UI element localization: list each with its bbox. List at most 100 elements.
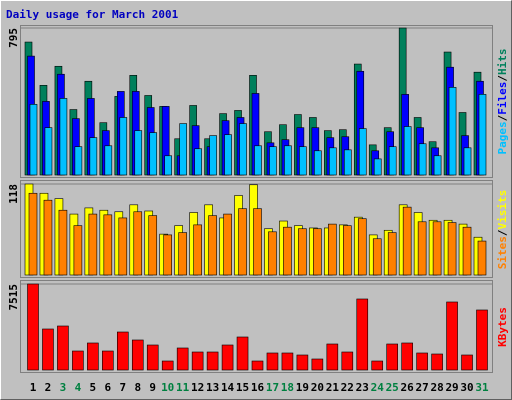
x-tick-label: 12 — [191, 381, 204, 394]
x-tick-label: 9 — [149, 381, 156, 394]
bar — [27, 283, 39, 371]
x-tick-label: 29 — [445, 381, 458, 394]
bar — [432, 221, 442, 276]
bar — [343, 149, 352, 176]
x-tick-label: 10 — [161, 381, 174, 394]
bar — [73, 225, 83, 276]
bar — [416, 352, 428, 371]
y-tick-label: 7515 — [7, 284, 20, 311]
bar — [372, 238, 382, 276]
legend: Sites/Visits — [496, 190, 509, 270]
bar — [342, 225, 352, 276]
x-tick-label: 25 — [386, 381, 399, 394]
bar — [131, 339, 144, 371]
x-tick-label: 28 — [430, 381, 443, 394]
bar — [236, 336, 249, 371]
x-tick-label: 18 — [281, 381, 294, 394]
bar — [146, 344, 159, 371]
bar — [311, 358, 324, 371]
bar — [477, 240, 487, 276]
panel-frame — [20, 180, 493, 278]
bar — [268, 231, 277, 276]
bar — [313, 228, 322, 276]
bar — [87, 342, 99, 371]
bar — [329, 147, 337, 176]
x-tick-label: 26 — [401, 381, 415, 394]
x-tick-label: 31 — [475, 381, 489, 394]
bar — [42, 328, 54, 371]
bar — [283, 226, 292, 276]
bar — [224, 134, 232, 176]
bar — [281, 352, 294, 371]
legend-entry: Sites — [496, 236, 509, 269]
bar — [401, 342, 413, 371]
x-tick-label: 13 — [206, 381, 219, 394]
bar — [448, 87, 457, 176]
x-tick-label: 15 — [236, 381, 249, 394]
x-tick-label: 27 — [416, 381, 429, 394]
bar — [176, 347, 189, 371]
bar — [206, 351, 219, 371]
bar — [74, 146, 83, 176]
x-tick-label: 22 — [341, 381, 354, 394]
bar — [209, 135, 217, 176]
bar — [149, 132, 158, 176]
x-tick-label: 5 — [90, 381, 97, 394]
bar — [59, 98, 68, 176]
bar — [298, 228, 307, 276]
x-tick-label: 8 — [134, 381, 141, 394]
bar — [134, 130, 143, 176]
bar — [418, 143, 427, 176]
bar — [266, 352, 279, 371]
panel-frame — [20, 25, 493, 178]
bar — [314, 150, 322, 176]
x-tick-label: 20 — [311, 381, 324, 394]
bar — [478, 94, 487, 176]
bar — [447, 222, 457, 276]
panel-frame — [20, 280, 493, 373]
bar — [269, 146, 277, 176]
chart-title: Daily usage for March 2001 — [6, 8, 179, 21]
bar — [104, 145, 113, 176]
bar — [103, 214, 113, 276]
bar — [102, 350, 114, 371]
legend-separator: / — [496, 229, 509, 236]
bar — [403, 126, 412, 176]
bar — [462, 226, 472, 276]
bar — [402, 206, 412, 276]
x-tick-label: 16 — [251, 381, 265, 394]
bar — [356, 298, 369, 371]
bar — [29, 104, 38, 176]
bar — [57, 325, 69, 371]
bar — [44, 127, 53, 176]
bar — [296, 354, 309, 371]
bar — [387, 232, 397, 276]
bar — [328, 223, 337, 276]
bar — [88, 213, 98, 276]
bar — [341, 351, 354, 371]
bar — [417, 221, 427, 276]
bar — [118, 217, 128, 276]
bar — [388, 146, 397, 176]
bar — [254, 145, 262, 176]
bar — [179, 123, 187, 176]
bar — [299, 146, 307, 176]
x-tick-label: 24 — [371, 381, 385, 394]
bar — [373, 158, 382, 176]
legend: Pages/Files/Hits — [496, 49, 509, 155]
panel-frames — [20, 25, 493, 373]
x-tick-label: 17 — [266, 381, 279, 394]
bar — [284, 145, 292, 176]
x-tick-label: 4 — [75, 381, 82, 394]
bar — [251, 360, 264, 371]
x-tick-label: 3 — [60, 381, 67, 394]
y-tick-label: 795 — [7, 28, 20, 48]
bar — [148, 215, 158, 276]
legend-entry: Pages — [496, 121, 509, 154]
x-tick-label: 1 — [30, 381, 37, 394]
bar — [133, 211, 143, 276]
bar — [178, 232, 187, 276]
legend-entry: Visits — [496, 190, 509, 230]
x-tick-label: 30 — [460, 381, 473, 394]
